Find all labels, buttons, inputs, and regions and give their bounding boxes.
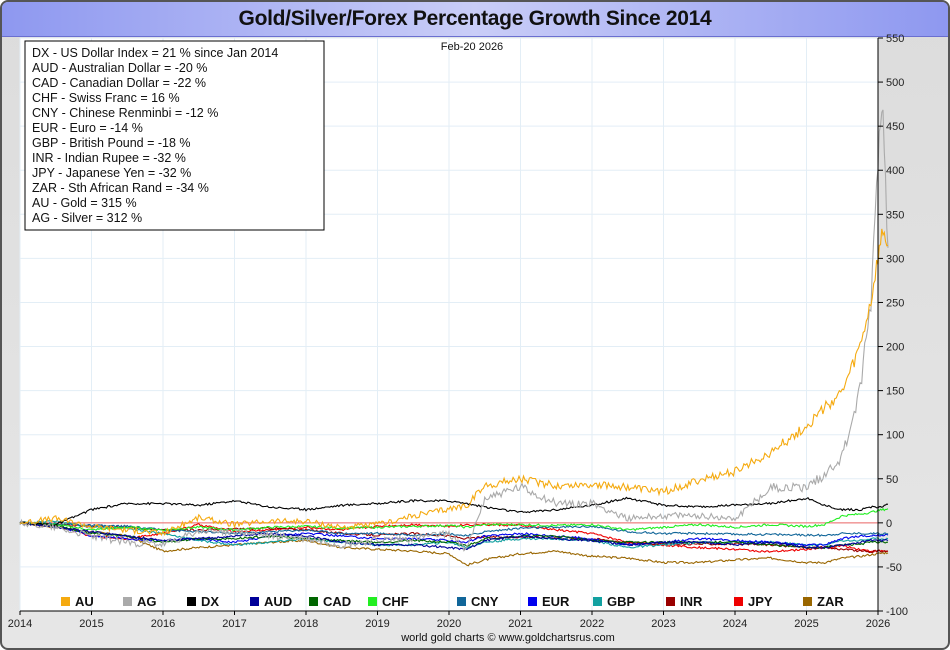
y-tick-label: -100 — [886, 606, 908, 618]
y-tick-label: 200 — [886, 342, 904, 354]
x-tick-label: 2020 — [437, 618, 461, 630]
axes: -100 -50 0 50 100 150 200 250 300 350 400 450 500 550… — [8, 33, 908, 630]
info-box-line: ZAR - Sth African Rand = -34 % — [32, 181, 209, 195]
legend: AU AG DX AUD CAD CHF CNY EUR GBP INR JPY ZAR — [61, 594, 844, 609]
legend-swatch-inr — [666, 597, 675, 606]
legend-label-aud: AUD — [264, 594, 292, 609]
info-box-line: INR - Indian Rupee = -32 % — [32, 151, 186, 165]
y-tick-label: 550 — [886, 33, 904, 45]
legend-swatch-zar — [803, 597, 812, 606]
x-tick-label: 2019 — [365, 618, 389, 630]
x-tick-label: 2015 — [79, 618, 103, 630]
credit-text: world gold charts © www.goldchartsrus.co… — [400, 632, 615, 644]
info-box-line: JPY - Japanese Yen = -32 % — [32, 166, 191, 180]
y-tick-label: 350 — [886, 209, 904, 221]
info-box-line: EUR - Euro = -14 % — [32, 121, 143, 135]
y-tick-label: 300 — [886, 253, 904, 265]
x-tick-label: 2023 — [651, 618, 675, 630]
y-tick-label: 500 — [886, 77, 904, 89]
info-box-line: DX - US Dollar Index = 21 % since Jan 20… — [32, 46, 278, 60]
y-tick-label: 450 — [886, 121, 904, 133]
y-tick-label: 150 — [886, 386, 904, 398]
legend-label-ag: AG — [137, 594, 157, 609]
info-box-line: CHF - Swiss Franc = 16 % — [32, 91, 180, 105]
info-box-line: AG - Silver = 312 % — [32, 211, 142, 225]
x-tick-label: 2018 — [294, 618, 318, 630]
legend-label-eur: EUR — [542, 594, 570, 609]
y-tick-label: 100 — [886, 430, 904, 442]
info-box-line: AU - Gold = 315 % — [32, 196, 137, 210]
legend-label-gbp: GBP — [607, 594, 636, 609]
y-tick-label: 400 — [886, 165, 904, 177]
info-box-line: CNY - Chinese Renminbi = -12 % — [32, 106, 218, 120]
title-bar: Gold/Silver/Forex Percentage Growth Sinc… — [2, 2, 948, 37]
date-label: Feb-20 2026 — [441, 41, 503, 53]
series-line-ag — [19, 109, 889, 552]
legend-swatch-aud — [250, 597, 259, 606]
chart-title: Gold/Silver/Forex Percentage Growth Sinc… — [238, 7, 712, 30]
legend-swatch-chf — [368, 597, 377, 606]
x-tick-label: 2024 — [723, 618, 747, 630]
legend-label-inr: INR — [680, 594, 703, 609]
y-tick-label: 50 — [886, 474, 898, 486]
x-tick-label: 2025 — [794, 618, 818, 630]
legend-label-jpy: JPY — [748, 594, 773, 609]
x-tick-label: 2016 — [151, 618, 175, 630]
legend-label-chf: CHF — [382, 594, 409, 609]
y-tick-label: 0 — [886, 518, 892, 530]
y-tick-label: 250 — [886, 297, 904, 309]
legend-swatch-eur — [528, 597, 537, 606]
legend-swatch-cad — [309, 597, 318, 606]
info-box-line: AUD - Australian Dollar = -20 % — [32, 61, 207, 75]
x-tick-label: 2021 — [508, 618, 532, 630]
series-lines — [19, 109, 889, 567]
info-box-line: GBP - British Pound = -18 % — [32, 136, 191, 150]
legend-label-cad: CAD — [323, 594, 351, 609]
legend-swatch-jpy — [734, 597, 743, 606]
info-box: DX - US Dollar Index = 21 % since Jan 20… — [24, 40, 325, 231]
x-tick-label: 2017 — [222, 618, 246, 630]
legend-label-dx: DX — [201, 594, 219, 609]
info-box-line: CAD - Canadian Dollar = -22 % — [32, 76, 206, 90]
y-tick-label: -50 — [886, 562, 902, 574]
series-line-dx — [19, 496, 889, 526]
info-box-border — [24, 40, 325, 231]
series-line-zar — [19, 521, 889, 567]
series-line-aud — [19, 521, 889, 551]
legend-label-au: AU — [75, 594, 94, 609]
legend-label-cny: CNY — [471, 594, 499, 609]
series-line-au — [19, 228, 889, 537]
legend-swatch-ag — [123, 597, 132, 606]
legend-label-zar: ZAR — [817, 594, 844, 609]
x-tick-label: 2014 — [8, 618, 32, 630]
x-tick-label: 2026 — [866, 618, 890, 630]
legend-swatch-cny — [457, 597, 466, 606]
series-line-jpy — [19, 521, 889, 553]
legend-swatch-au — [61, 597, 70, 606]
legend-swatch-dx — [187, 597, 196, 606]
series-line-chf — [19, 507, 889, 532]
x-tick-label: 2022 — [580, 618, 604, 630]
legend-swatch-gbp — [593, 597, 602, 606]
